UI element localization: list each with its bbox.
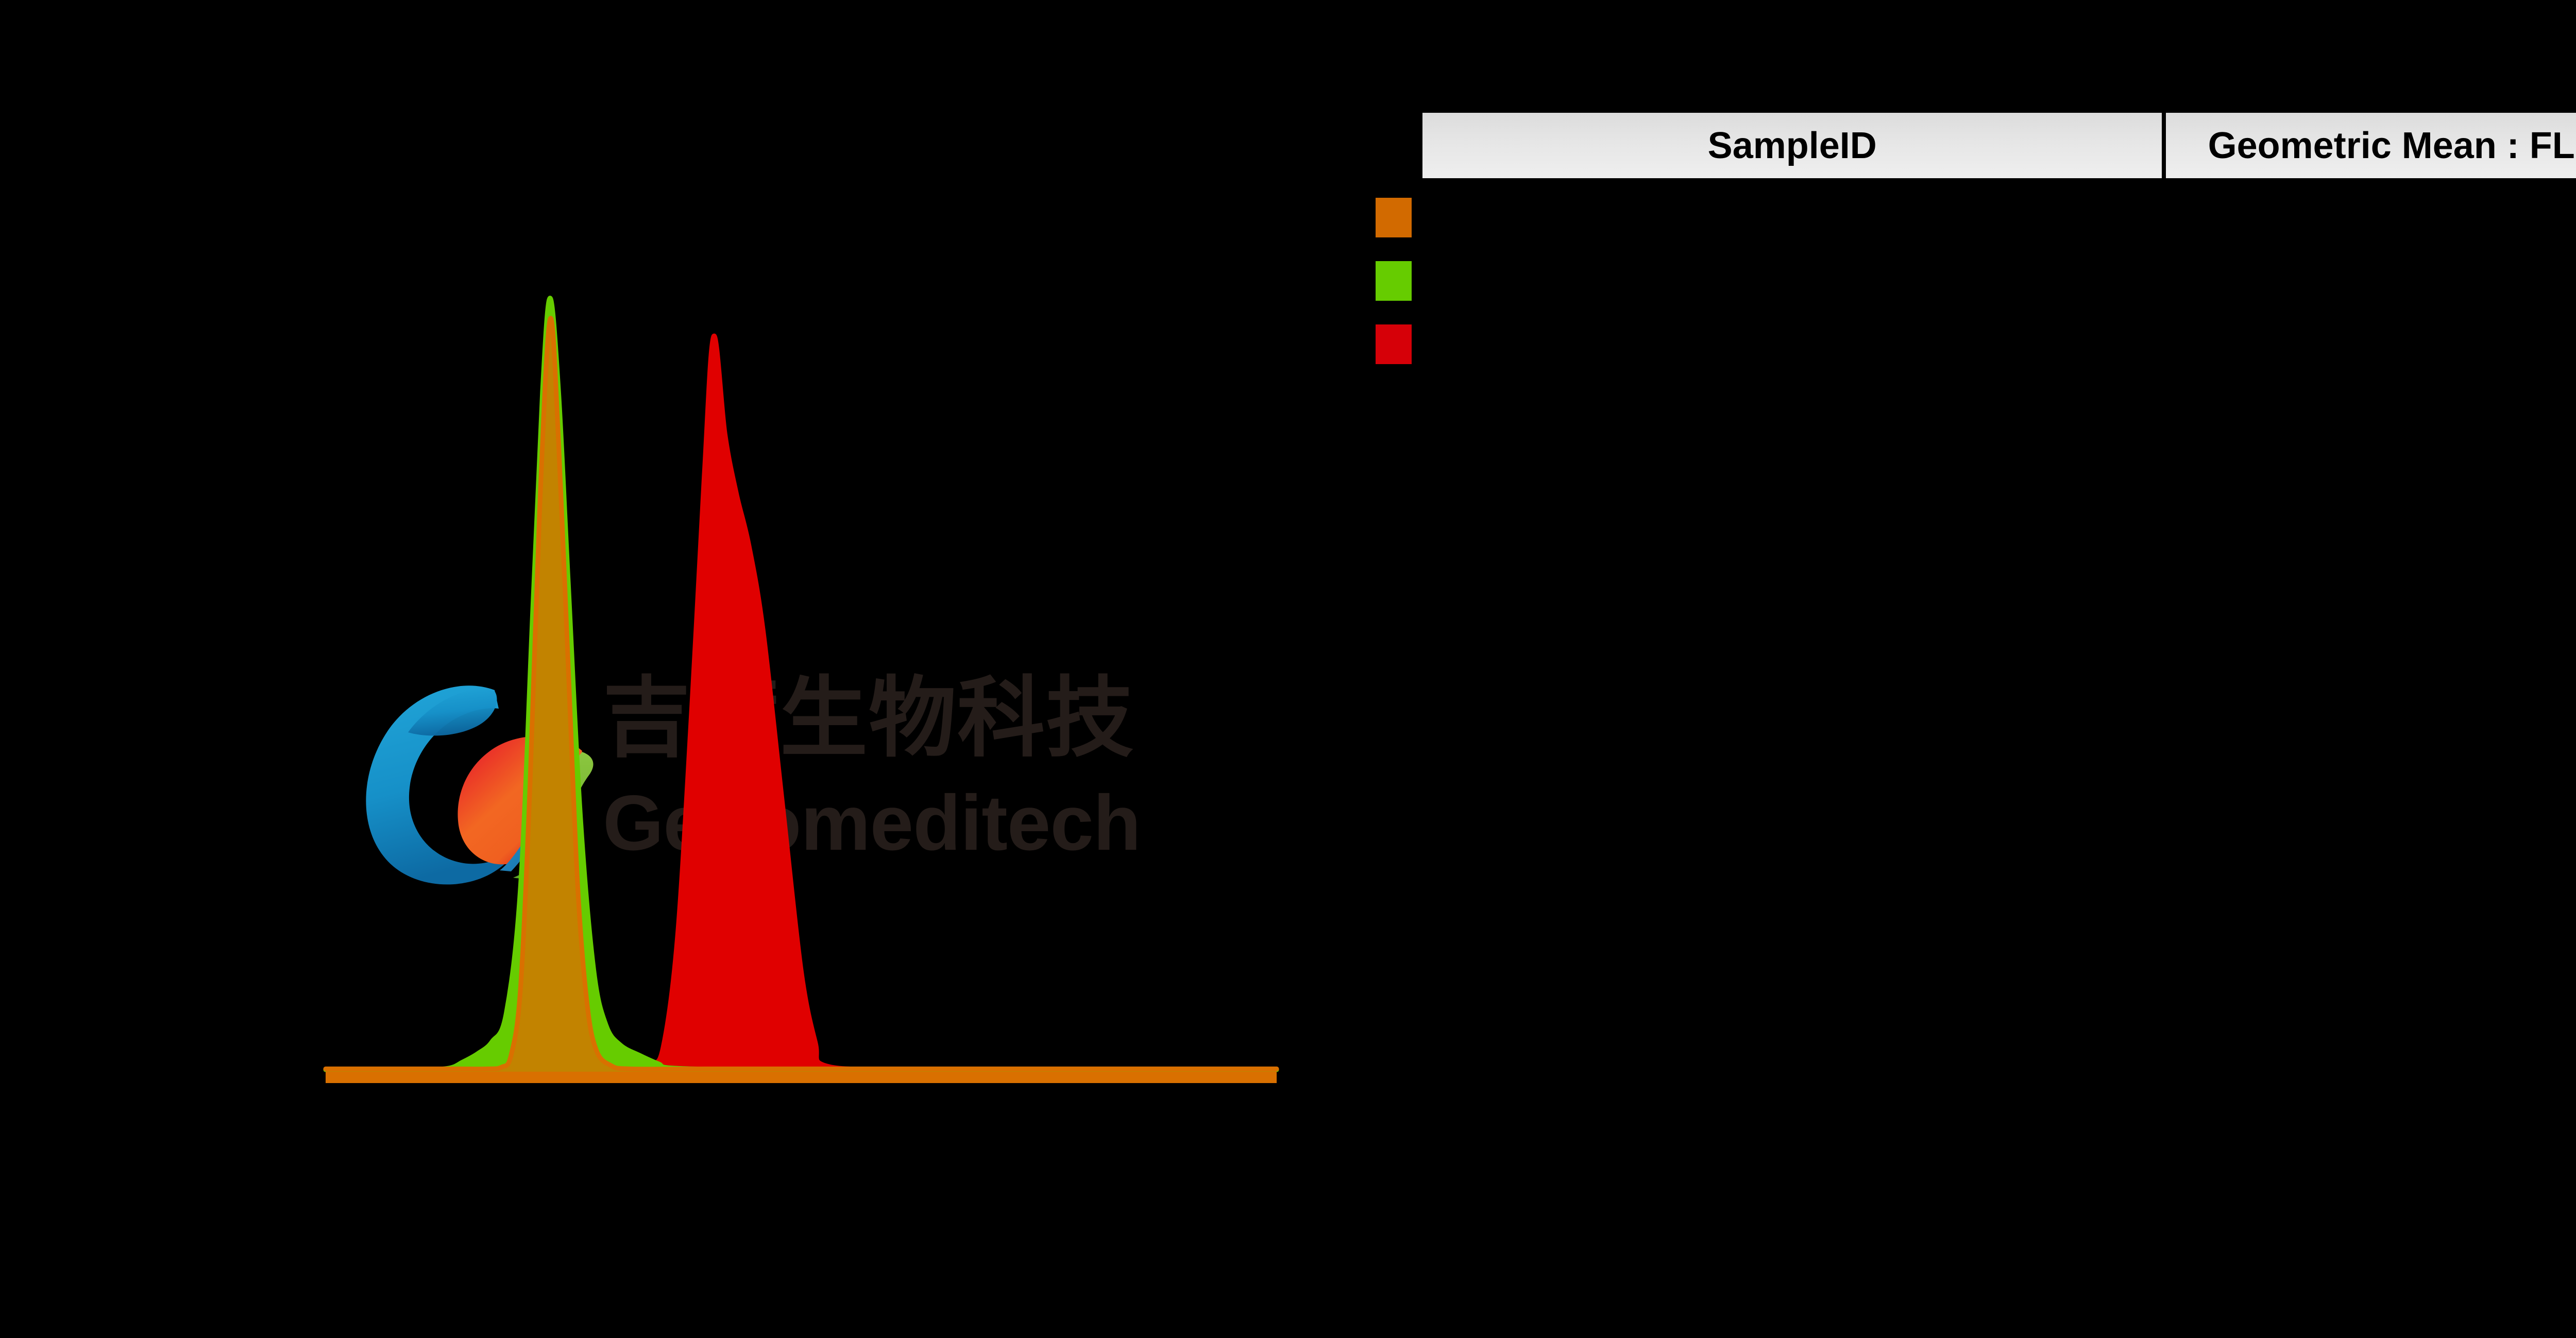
watermark-text: 吉满生物科技 Genomeditech <box>603 664 1283 901</box>
legend-item-0[interactable] <box>1376 198 1412 261</box>
trace-fill-green <box>326 298 1277 1073</box>
cell-sampleid <box>1420 180 2164 245</box>
table-row[interactable] <box>1420 245 2576 309</box>
histogram-plot <box>323 296 1279 1083</box>
table-row[interactable] <box>1420 309 2576 373</box>
watermark-chinese: 吉满生物科技 <box>603 670 1135 767</box>
logo-dna-rungs-icon <box>521 796 575 863</box>
trace-line-green <box>323 296 1279 1072</box>
table-body <box>1420 180 2576 373</box>
trace-fill-red <box>326 336 1277 1072</box>
genomeditech-logo-icon <box>340 670 598 891</box>
legend-item-1[interactable] <box>1376 261 1412 324</box>
legend-swatch-red <box>1376 324 1412 364</box>
cell-sampleid <box>1420 309 2164 373</box>
trace-line-orange <box>323 316 1279 1072</box>
table-header-row: SampleID Geometric Mean : FL11-H <box>1420 111 2576 180</box>
legend-swatch-orange <box>1376 198 1412 237</box>
watermark: 吉满生物科技 Genomeditech <box>340 659 1278 901</box>
trace-line-red <box>323 333 1279 1073</box>
logo-green-arc-icon <box>513 752 594 879</box>
logo-red-teardrop-icon <box>457 736 582 865</box>
cell-sampleid <box>1420 245 2164 309</box>
column-header-geometric-mean[interactable]: Geometric Mean : FL11-H <box>2164 111 2576 180</box>
legend-item-2[interactable] <box>1376 324 1412 388</box>
cell-geometric-mean <box>2164 245 2576 309</box>
trace-fill-orange <box>326 318 1277 1072</box>
table-row[interactable] <box>1420 180 2576 245</box>
cell-geometric-mean <box>2164 180 2576 245</box>
watermark-english: Genomeditech <box>603 779 1141 867</box>
logo-dna-helix-icon <box>500 786 573 871</box>
column-header-sampleid[interactable]: SampleID <box>1420 111 2164 180</box>
table-head: SampleID Geometric Mean : FL11-H <box>1420 111 2576 180</box>
legend-swatch-green <box>1376 261 1412 301</box>
logo-blue-swoosh-icon <box>366 685 520 885</box>
legend <box>1376 198 1412 388</box>
statistics-table: SampleID Geometric Mean : FL11-H <box>1420 111 2576 373</box>
cell-geometric-mean <box>2164 309 2576 373</box>
